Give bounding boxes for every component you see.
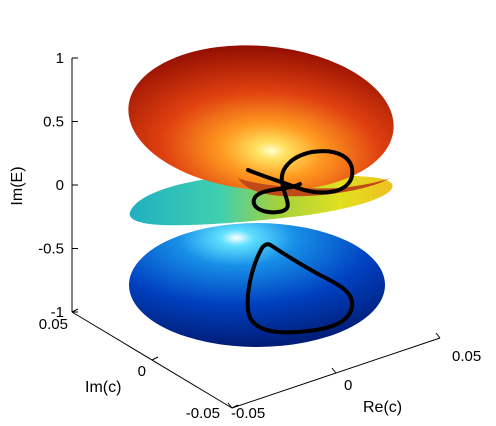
z-axis-label: Im(E) [9, 166, 26, 205]
x-tick-label: -0.05 [231, 405, 265, 422]
y-ticks [71, 308, 239, 409]
x-tick-label: 0.05 [452, 348, 481, 365]
z-tick-label: -0.5 [38, 241, 64, 258]
y-tick-label: -0.05 [186, 405, 220, 422]
x-axis-label: Re(c) [363, 399, 402, 416]
y-tick-label: 0.05 [39, 316, 68, 333]
middle-sheet [129, 175, 393, 226]
x-ticks [227, 332, 441, 409]
z-tick-label: 1 [56, 50, 64, 67]
z-ticks [72, 57, 78, 313]
z-tick-label: 0.5 [43, 114, 64, 131]
y-tick-label: 0 [138, 363, 146, 380]
upper-sheet [128, 45, 394, 191]
y-axis-label: Im(c) [85, 379, 121, 396]
y-tick-labels: 0.05 0 -0.05 [39, 316, 220, 422]
upper-sheet-lip [238, 178, 390, 197]
z-tick-label: 0 [56, 177, 64, 194]
lower-loop-curve [245, 242, 355, 335]
x-tick-label: 0 [344, 377, 352, 394]
lower-sheet [129, 223, 385, 347]
x-tick-labels: -0.05 0 0.05 [231, 348, 481, 422]
z-tick-labels: 1 0.5 0 -0.5 -1 [38, 50, 64, 321]
upper-loop-curve [246, 149, 355, 215]
z-tick-label: -1 [51, 304, 64, 321]
